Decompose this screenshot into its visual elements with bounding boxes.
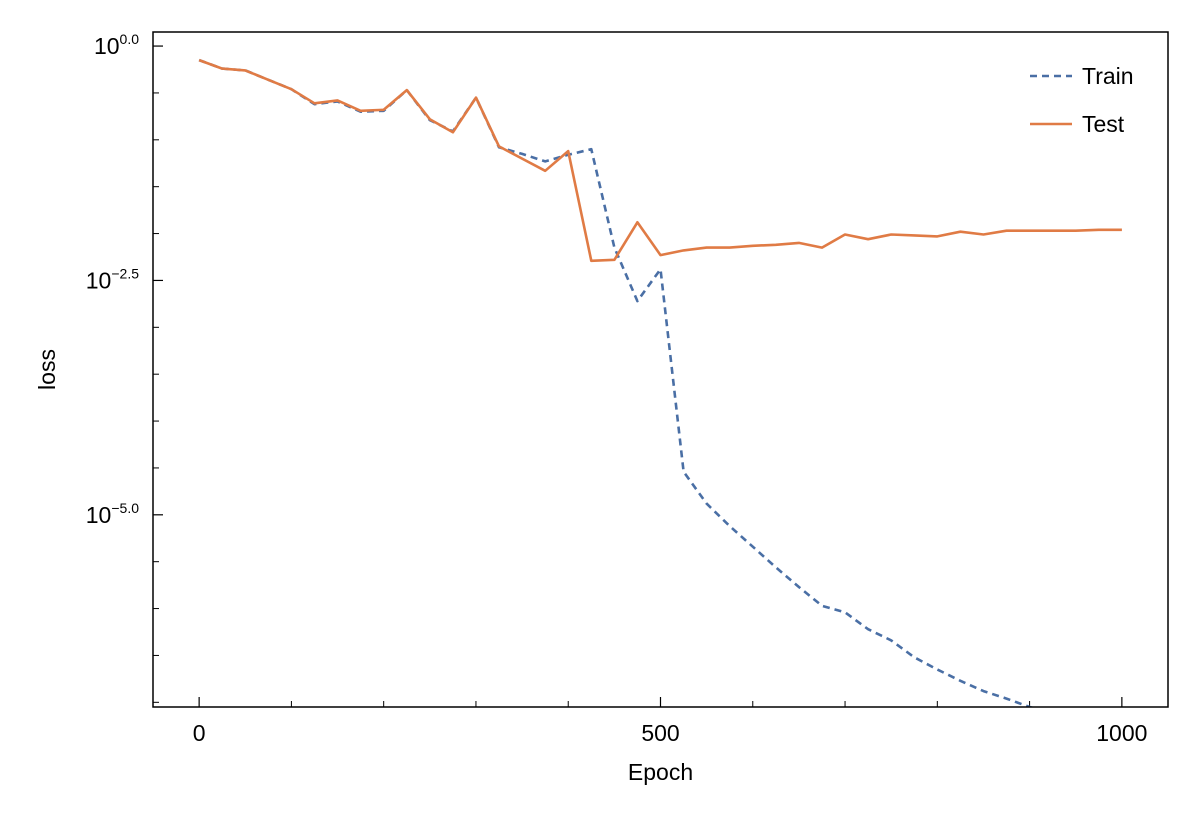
tick-labels: 0 500 1000 100.0 10−2.5 10−5.0	[86, 31, 1148, 746]
plot-frame	[152, 31, 1169, 708]
legend-label-train: Train	[1082, 63, 1134, 89]
legend-label-test: Test	[1082, 111, 1125, 137]
legend: Train Test	[1030, 63, 1134, 137]
y-tick-label: 10−5.0	[86, 500, 139, 528]
series-line-test	[198, 58, 1122, 263]
x-axis-label: Epoch	[628, 759, 693, 785]
y-tick-label: 100.0	[94, 31, 139, 59]
x-tick-label: 0	[193, 720, 206, 746]
y-axis-label: loss	[34, 349, 60, 390]
y-tick-label: 10−2.5	[86, 265, 139, 293]
x-tick-label: 1000	[1096, 720, 1147, 746]
x-tick-label: 500	[641, 720, 679, 746]
series-layer	[198, 58, 1122, 707]
axis-ticks	[153, 45, 1123, 707]
series-line-train	[198, 58, 1035, 707]
